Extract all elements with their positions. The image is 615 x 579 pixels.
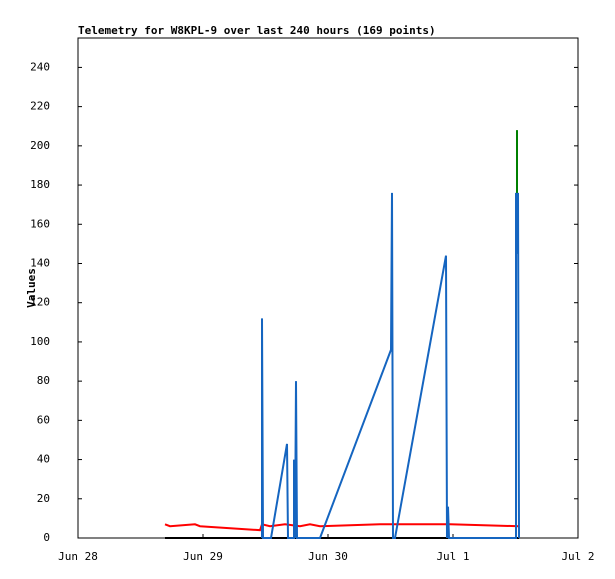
series-line — [164, 523, 520, 532]
y-tick-label: 100 — [30, 335, 50, 348]
x-tick-label: Jul 2 — [561, 550, 594, 563]
y-tick-label: 120 — [30, 296, 50, 309]
x-tick-label: Jun 28 — [58, 550, 98, 563]
y-tick-label: 180 — [30, 178, 50, 191]
x-tick-label: Jul 1 — [436, 550, 469, 563]
y-tick-label: 240 — [30, 60, 50, 73]
y-tick-label: 0 — [43, 531, 50, 544]
plot-frame — [77, 37, 579, 539]
y-tick-label: 140 — [30, 256, 50, 269]
y-tick-label: 200 — [30, 139, 50, 152]
y-tick-label: 40 — [37, 453, 50, 466]
y-tick-label: 20 — [37, 492, 50, 505]
y-tick-label: 80 — [37, 374, 50, 387]
y-tick-label: 220 — [30, 100, 50, 113]
y-tick-label: 60 — [37, 413, 50, 426]
y-axis-label: Values — [25, 268, 38, 308]
chart-title: Telemetry for W8KPL-9 over last 240 hour… — [78, 24, 436, 37]
x-tick-label: Jun 29 — [183, 550, 223, 563]
series-line — [261, 192, 520, 539]
y-tick-label: 160 — [30, 217, 50, 230]
x-tick-label: Jun 30 — [308, 550, 348, 563]
